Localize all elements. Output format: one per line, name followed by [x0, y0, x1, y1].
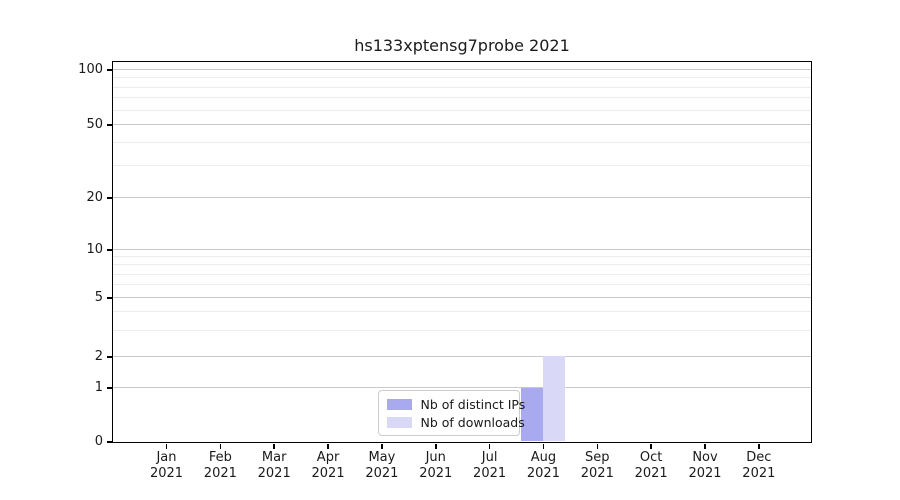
y-minor-gridline — [112, 77, 811, 79]
x-tick-month: Jul — [481, 450, 498, 465]
y-tick-mark — [107, 356, 112, 358]
plot-area: Nb of distinct IPs Nb of downloads — [111, 60, 812, 443]
x-tick-mark — [273, 443, 275, 449]
x-tick-mark — [219, 443, 222, 449]
y-tick-mark — [107, 441, 112, 443]
y-tick-mark — [107, 387, 112, 389]
x-tick-year: 2021 — [473, 465, 507, 481]
legend-item-distinct-ips: Nb of distinct IPs — [386, 396, 525, 414]
x-tick-year: 2021 — [580, 465, 614, 481]
y-minor-gridline — [112, 141, 811, 143]
x-tick-month: Apr — [316, 450, 340, 465]
y-tick-label: 5 — [94, 289, 103, 305]
x-tick-label: Dec 2021 — [729, 450, 789, 481]
x-tick-month: Nov — [692, 450, 718, 465]
y-major-gridline — [112, 355, 811, 357]
y-tick-label: 20 — [86, 190, 103, 205]
legend-item-downloads: Nb of downloads — [386, 414, 525, 432]
y-major-gridline — [112, 248, 811, 250]
legend-label-distinct-ips: Nb of distinct IPs — [420, 397, 526, 412]
y-tick-label: 1 — [94, 380, 103, 396]
y-minor-gridline — [112, 256, 811, 258]
x-tick-year: 2021 — [149, 465, 184, 481]
y-tick-label: 2 — [94, 348, 103, 364]
legend: Nb of distinct IPs Nb of downloads — [377, 389, 525, 436]
x-tick-year: 2021 — [742, 465, 776, 481]
x-tick-label: Oct 2021 — [621, 450, 681, 481]
x-tick-year: 2021 — [526, 465, 560, 481]
x-tick-month: Aug — [530, 450, 557, 465]
x-tick-mark — [381, 443, 383, 449]
y-major-gridline — [112, 387, 811, 389]
x-tick-month: Oct — [639, 450, 663, 465]
y-tick-label: 50 — [86, 117, 103, 132]
x-tick-label: Jun 2021 — [406, 450, 466, 481]
y-minor-gridline — [112, 109, 811, 111]
y-tick-label: 10 — [86, 241, 103, 257]
bar-downloads-aug — [542, 356, 565, 442]
y-minor-gridline — [112, 264, 811, 266]
x-tick-label: Feb 2021 — [190, 450, 250, 481]
downloads-swatch-icon — [386, 417, 412, 428]
distinct-ips-swatch-icon — [386, 399, 412, 410]
x-tick-month: Jan — [156, 450, 177, 465]
chart-title: hs133xptensg7probe 2021 — [354, 36, 570, 55]
x-tick-label: Apr 2021 — [298, 450, 358, 481]
x-tick-month: Jun — [425, 450, 446, 465]
x-tick-year: 2021 — [365, 465, 399, 481]
bar-distinct-ips-aug — [520, 387, 543, 442]
x-tick-year: 2021 — [688, 465, 722, 481]
x-tick-mark — [488, 443, 491, 449]
y-minor-gridline — [112, 284, 811, 286]
y-minor-gridline — [112, 86, 811, 88]
bar-layer — [113, 62, 811, 442]
x-tick-mark — [758, 443, 760, 449]
x-tick-year: 2021 — [257, 465, 291, 481]
x-tick-mark — [596, 443, 599, 449]
x-tick-label: May 2021 — [352, 450, 412, 481]
x-tick-mark — [327, 443, 329, 449]
y-tick-mark — [107, 197, 112, 199]
y-tick-mark — [107, 124, 112, 126]
y-tick-label: 100 — [78, 62, 103, 78]
x-tick-month: May — [368, 450, 396, 465]
x-tick-label: Mar 2021 — [244, 450, 304, 481]
x-tick-month: Dec — [746, 450, 772, 465]
x-tick-mark — [704, 443, 706, 449]
legend-label-downloads: Nb of downloads — [420, 415, 525, 430]
x-tick-month: Feb — [208, 450, 232, 465]
x-tick-label: Nov 2021 — [675, 450, 735, 481]
y-minor-gridline — [112, 97, 811, 99]
y-minor-gridline — [112, 329, 811, 331]
x-tick-year: 2021 — [311, 465, 345, 481]
y-tick-mark — [107, 297, 112, 299]
x-tick-label: Jul 2021 — [460, 450, 520, 481]
y-tick-label: 0 — [94, 434, 103, 449]
y-minor-gridline — [112, 164, 811, 166]
y-major-gridline — [112, 69, 811, 71]
x-tick-year: 2021 — [419, 465, 453, 481]
y-major-gridline — [112, 197, 811, 198]
x-tick-month: Mar — [261, 450, 287, 465]
x-tick-mark — [165, 443, 168, 449]
x-tick-month: Sep — [585, 450, 610, 465]
x-tick-mark — [435, 443, 437, 449]
x-tick-label: Sep 2021 — [567, 450, 627, 481]
grid-layer — [112, 62, 811, 442]
x-tick-label: Aug 2021 — [513, 450, 573, 481]
y-minor-gridline — [112, 311, 811, 313]
y-major-gridline — [112, 124, 811, 125]
x-tick-year: 2021 — [203, 465, 237, 481]
y-tick-mark — [107, 249, 112, 251]
x-tick-mark — [650, 443, 652, 449]
y-tick-mark — [107, 69, 112, 71]
y-minor-gridline — [112, 273, 811, 275]
x-tick-year: 2021 — [634, 465, 668, 481]
x-tick-label: Jan 2021 — [137, 450, 197, 481]
y-major-gridline — [112, 296, 811, 298]
x-tick-mark — [542, 443, 545, 449]
